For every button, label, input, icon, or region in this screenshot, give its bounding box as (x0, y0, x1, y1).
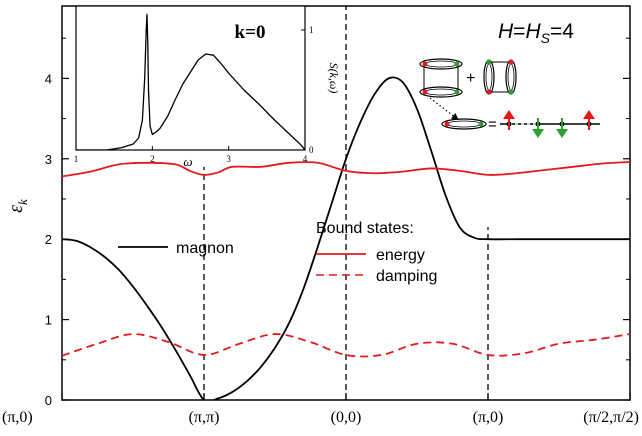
x-tick-label: (0,0) (331, 409, 362, 426)
bound-state-diagram: + = (420, 59, 600, 138)
diagram-ellipse (506, 60, 516, 94)
inset-x-tick-label: 1 (74, 154, 79, 164)
inset-title: k=0 (235, 22, 266, 43)
legend-label-damping: damping (376, 268, 437, 285)
diagram-ellipse (447, 121, 481, 127)
diagram-dot-red (487, 90, 492, 95)
inset-plot: 1 2 3 4 0 1 k=0 ω S(k,ω) (74, 6, 341, 169)
diagram-dot-red (423, 90, 428, 95)
y-tick-label: 1 (45, 313, 52, 328)
diagram-dot-green (487, 60, 492, 65)
diagram-ellipse (486, 64, 492, 90)
diagram-plus: + (466, 70, 475, 87)
x-tick-label: (π,0) (473, 409, 504, 426)
y-tick-label: 2 (45, 232, 52, 247)
spin-down-arrow (532, 118, 544, 138)
diagram-equals: = (488, 116, 497, 133)
inset-y-tick-label: 1 (309, 25, 314, 35)
diagram-dot-green (455, 90, 460, 95)
legend-label-magnon: magnon (176, 240, 234, 257)
diagram-ellipse (425, 89, 457, 95)
inset-y-label: S(k,ω) (327, 63, 341, 94)
inset-frame (76, 6, 305, 150)
diagram-dot-green (455, 62, 460, 67)
x-axis-ticks: (π,0) (π,π) (0,0) (π,0) (π/2,π/2) (2, 393, 639, 426)
legend: magnon Bound states: energy damping (118, 220, 437, 285)
y-tick-label: 0 (45, 393, 52, 408)
y-tick-label: 4 (45, 71, 52, 86)
diagram-dot-green (509, 90, 514, 95)
legend-label-energy: energy (376, 247, 425, 264)
diagram-dot-red (509, 60, 514, 65)
y-axis-label: εk (5, 199, 30, 213)
field-annotation: H=HS=4 (498, 20, 574, 46)
spin-down-arrow (556, 118, 568, 138)
y-tick-label: 3 (45, 152, 52, 167)
spin-up-arrow (583, 110, 595, 130)
spin-up-arrow (503, 110, 515, 130)
inset-y-tick-label: 0 (309, 145, 314, 155)
diagram-dot-green (479, 122, 484, 127)
diagram-dot-red (445, 122, 450, 127)
x-tick-label: (π/2,π/2) (583, 409, 639, 426)
inset-x-tick-label: 4 (303, 154, 308, 164)
inset-x-tick-label: 3 (226, 154, 231, 164)
diagram-dot-red (423, 62, 428, 67)
x-tick-label: (π,π) (189, 409, 220, 426)
diagram-ellipse (484, 60, 494, 94)
diagram-ellipse (425, 61, 457, 67)
x-tick-label: (π,0) (2, 409, 33, 426)
diagram-dotted-arrow (430, 98, 456, 118)
inset-x-label: ω (183, 154, 192, 169)
inset-x-tick-label: 2 (150, 154, 155, 164)
legend-title: Bound states: (316, 220, 414, 237)
diagram-ellipse (508, 64, 514, 90)
